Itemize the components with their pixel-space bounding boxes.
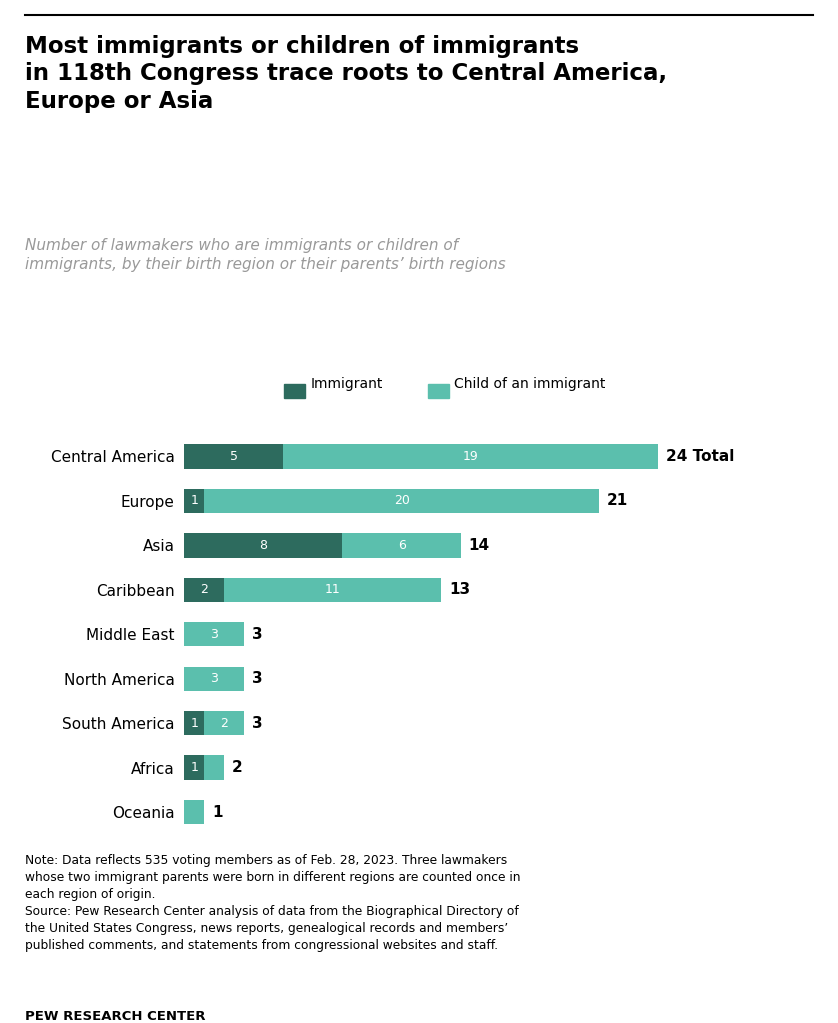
Text: 2: 2 — [200, 583, 208, 596]
Text: 3: 3 — [251, 716, 262, 730]
Text: 3: 3 — [210, 672, 218, 685]
Bar — [184, 578, 224, 602]
Bar — [283, 444, 659, 469]
Bar — [184, 489, 204, 514]
Text: 8: 8 — [260, 539, 267, 551]
Bar — [184, 444, 283, 469]
Bar — [204, 711, 244, 736]
Bar — [204, 755, 224, 780]
Bar — [184, 622, 244, 647]
Bar — [184, 800, 204, 825]
Text: 2: 2 — [232, 760, 242, 775]
Text: Note: Data reflects 535 voting members as of Feb. 28, 2023. Three lawmakers
whos: Note: Data reflects 535 voting members a… — [25, 854, 520, 952]
Text: 1: 1 — [212, 805, 223, 819]
Text: 20: 20 — [394, 494, 410, 507]
Text: 1: 1 — [190, 494, 198, 507]
Text: 1: 1 — [190, 761, 198, 774]
Text: 24 Total: 24 Total — [666, 449, 735, 463]
Bar — [184, 667, 244, 691]
Text: 19: 19 — [463, 450, 478, 462]
Text: Immigrant: Immigrant — [310, 376, 383, 391]
Bar — [184, 755, 204, 780]
Text: PEW RESEARCH CENTER: PEW RESEARCH CENTER — [25, 1010, 205, 1023]
Text: 1: 1 — [190, 717, 198, 729]
Text: Child of an immigrant: Child of an immigrant — [454, 376, 606, 391]
Text: 2: 2 — [220, 717, 228, 729]
Text: 21: 21 — [607, 493, 628, 508]
Text: 6: 6 — [398, 539, 406, 551]
Bar — [224, 578, 441, 602]
Text: 13: 13 — [449, 582, 470, 597]
Text: Number of lawmakers who are immigrants or children of
immigrants, by their birth: Number of lawmakers who are immigrants o… — [25, 238, 506, 272]
Bar — [204, 489, 599, 514]
Text: 3: 3 — [251, 627, 262, 641]
Bar — [184, 533, 343, 558]
Bar — [343, 533, 461, 558]
Bar — [427, 384, 448, 398]
Bar — [184, 711, 204, 736]
Text: Most immigrants or children of immigrants
in 118th Congress trace roots to Centr: Most immigrants or children of immigrant… — [25, 35, 667, 113]
Text: 5: 5 — [230, 450, 238, 462]
Text: 11: 11 — [324, 583, 340, 596]
Text: 3: 3 — [251, 671, 262, 686]
Bar — [284, 384, 305, 398]
Text: 3: 3 — [210, 628, 218, 640]
Text: 14: 14 — [468, 538, 490, 552]
